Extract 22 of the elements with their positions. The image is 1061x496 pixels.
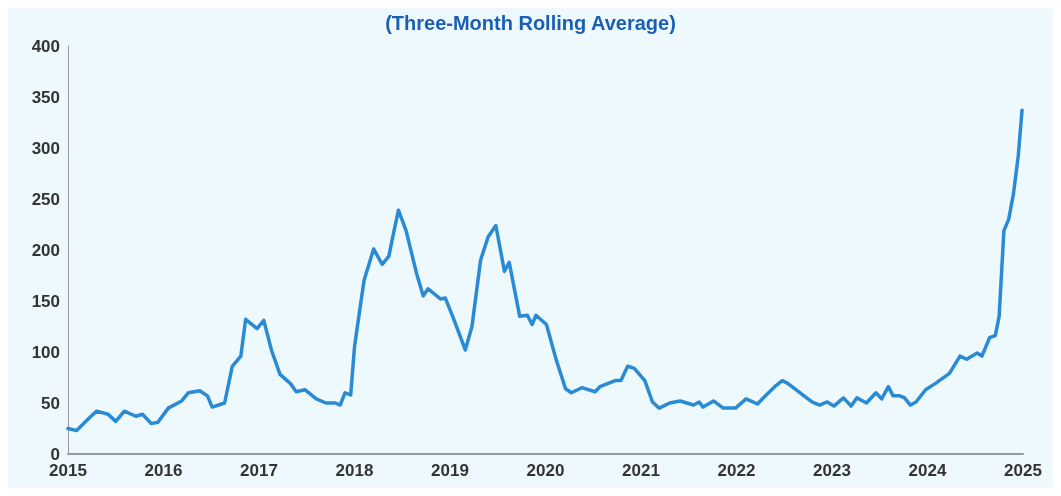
y-tick-label: 350 [31,87,60,107]
y-tick-label: 400 [31,36,60,56]
y-tick-label: 200 [31,240,60,260]
x-tick-label: 2019 [431,461,469,480]
x-tick-label: 2017 [240,461,278,480]
line-series [66,108,1024,433]
y-tick-label: 50 [41,393,60,413]
x-tick-label: 2015 [49,461,87,480]
x-tick-label: 2024 [908,461,947,480]
y-tick-label: 250 [31,189,60,209]
y-tick-label: 150 [31,291,60,311]
y-tick-label: 300 [31,138,60,158]
x-tick-label: 2020 [526,461,565,480]
y-tick-label: 0 [50,444,60,464]
x-tick-label: 2018 [335,461,374,480]
x-tick-label: 2016 [144,461,183,480]
x-tick-label: 2021 [622,461,660,480]
y-tick-label: 100 [31,342,60,362]
chart-subtitle: (Three-Month Rolling Average) [385,12,676,34]
x-tick-label: 2023 [813,461,851,480]
x-tick-label: 2025 [1004,461,1042,480]
x-tick-label: 2022 [717,461,756,480]
